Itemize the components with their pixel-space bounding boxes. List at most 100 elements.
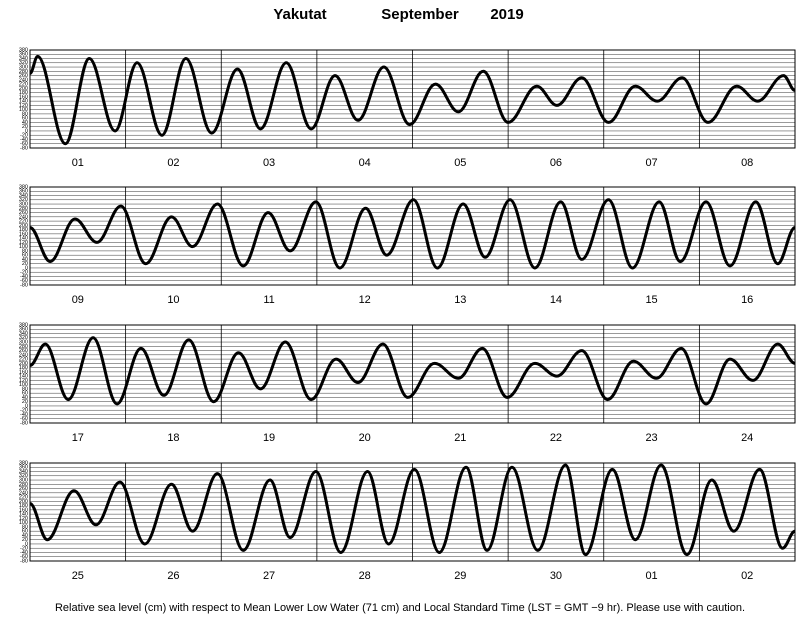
y-tick-label: 180 xyxy=(19,365,28,371)
y-tick-label: 40 xyxy=(22,395,28,401)
y-tick-label: -60 xyxy=(20,278,28,284)
y-tick-label: 180 xyxy=(19,503,28,509)
tide-curve xyxy=(29,54,796,146)
y-tick-label: -60 xyxy=(20,554,28,560)
y-tick-label: 260 xyxy=(19,348,28,354)
y-tick-label: -40 xyxy=(20,274,28,280)
y-tick-label: 340 xyxy=(19,56,28,62)
y-tick-label: 160 xyxy=(19,94,28,100)
y-tick-label: 40 xyxy=(22,120,28,126)
title-year: 2019 xyxy=(490,6,523,23)
day-label: 08 xyxy=(741,157,753,169)
y-tick-label: 120 xyxy=(19,240,28,246)
y-tick-label: 360 xyxy=(19,52,28,58)
y-tick-label: 20 xyxy=(22,124,28,130)
y-tick-label: 180 xyxy=(19,90,28,96)
y-tick-label: 240 xyxy=(19,214,28,220)
day-label: 14 xyxy=(550,294,562,306)
y-tick-label: 160 xyxy=(19,507,28,513)
y-tick-label: 60 xyxy=(22,391,28,397)
y-tick-label: 220 xyxy=(19,357,28,363)
y-tick-label: 280 xyxy=(19,69,28,75)
y-tick-label: -60 xyxy=(20,141,28,147)
y-tick-label: 60 xyxy=(22,529,28,535)
y-tick-label: 240 xyxy=(19,77,28,83)
y-tick-label: 320 xyxy=(19,473,28,479)
y-tick-label: 160 xyxy=(19,231,28,237)
y-tick-label: 240 xyxy=(19,352,28,358)
y-tick-label: -80 xyxy=(20,145,28,151)
day-label: 01 xyxy=(645,570,657,582)
y-tick-label: 200 xyxy=(19,223,28,229)
y-tick-label: -20 xyxy=(20,546,28,552)
y-tick-label: 300 xyxy=(19,201,28,207)
y-tick-label: 100 xyxy=(19,244,28,250)
y-tick-label: 100 xyxy=(19,382,28,388)
tide-curve xyxy=(29,336,796,406)
day-label: 01 xyxy=(72,157,84,169)
day-label: 02 xyxy=(741,570,753,582)
title-location: Yakutat xyxy=(273,6,326,23)
day-label: 02 xyxy=(167,157,179,169)
y-tick-label: 320 xyxy=(19,60,28,66)
day-label: 26 xyxy=(167,570,179,582)
y-tick-label: 260 xyxy=(19,73,28,79)
day-label: 13 xyxy=(454,294,466,306)
y-tick-label: 260 xyxy=(19,210,28,216)
day-label: 05 xyxy=(454,157,466,169)
day-label: 07 xyxy=(645,157,657,169)
y-tick-label: 60 xyxy=(22,116,28,122)
day-label: 21 xyxy=(454,432,466,444)
title-month: September xyxy=(381,6,459,23)
y-tick-label: 220 xyxy=(19,495,28,501)
day-label: 27 xyxy=(263,570,275,582)
y-tick-label: 340 xyxy=(19,193,28,199)
y-tick-label: -80 xyxy=(20,558,28,564)
y-tick-label: -20 xyxy=(20,408,28,414)
y-tick-label: 200 xyxy=(19,361,28,367)
footnote: Relative sea level (cm) with respect to … xyxy=(55,602,745,614)
y-tick-label: 80 xyxy=(22,111,28,117)
y-tick-label: 0 xyxy=(25,265,28,271)
y-tick-label: 40 xyxy=(22,257,28,263)
y-tick-label: 80 xyxy=(22,524,28,530)
day-label: 16 xyxy=(741,294,753,306)
y-tick-label: 340 xyxy=(19,331,28,337)
y-tick-label: 120 xyxy=(19,516,28,522)
y-tick-label: -40 xyxy=(20,550,28,556)
y-tick-label: 100 xyxy=(19,520,28,526)
day-label: 03 xyxy=(263,157,275,169)
y-tick-label: -40 xyxy=(20,137,28,143)
y-tick-label: 20 xyxy=(22,537,28,543)
y-tick-label: 300 xyxy=(19,477,28,483)
day-label: 11 xyxy=(263,294,274,306)
y-tick-label: 220 xyxy=(19,82,28,88)
y-tick-label: 40 xyxy=(22,533,28,539)
y-tick-label: 100 xyxy=(19,107,28,113)
y-tick-label: 280 xyxy=(19,482,28,488)
day-label: 15 xyxy=(645,294,657,306)
day-label: 12 xyxy=(359,294,371,306)
day-label: 29 xyxy=(454,570,466,582)
day-label: 22 xyxy=(550,432,562,444)
day-label: 20 xyxy=(359,432,371,444)
y-tick-label: 0 xyxy=(25,128,28,134)
y-tick-label: 360 xyxy=(19,465,28,471)
y-tick-label: 280 xyxy=(19,206,28,212)
y-tick-label: 140 xyxy=(19,99,28,105)
y-tick-label: 200 xyxy=(19,86,28,92)
day-label: 04 xyxy=(359,157,371,169)
y-tick-label: 20 xyxy=(22,399,28,405)
y-tick-label: 140 xyxy=(19,374,28,380)
y-tick-label: 380 xyxy=(19,460,28,466)
y-tick-label: 240 xyxy=(19,490,28,496)
y-tick-label: 320 xyxy=(19,335,28,341)
y-tick-label: 300 xyxy=(19,64,28,70)
y-tick-label: 80 xyxy=(22,386,28,392)
y-tick-label: 380 xyxy=(19,322,28,328)
day-label: 10 xyxy=(167,294,179,306)
day-label: 30 xyxy=(550,570,562,582)
y-tick-label: 120 xyxy=(19,103,28,109)
y-tick-label: 120 xyxy=(19,378,28,384)
y-tick-label: 160 xyxy=(19,369,28,375)
